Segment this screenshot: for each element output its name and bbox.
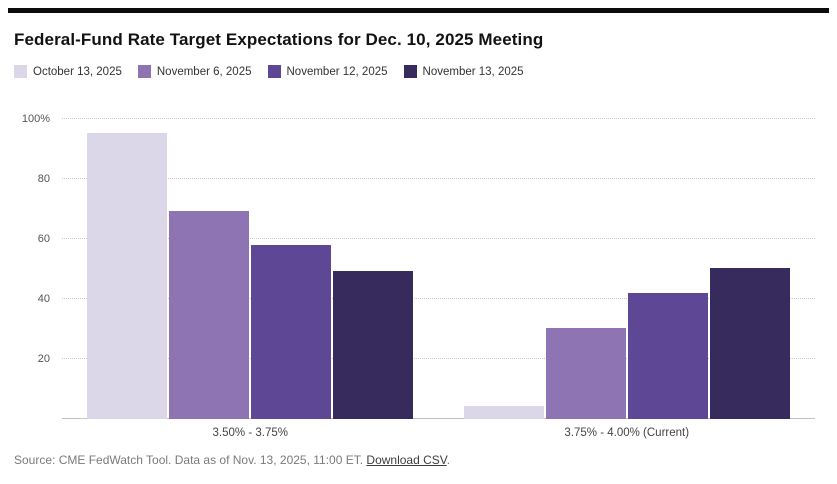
legend-swatch bbox=[267, 65, 281, 78]
legend: October 13, 2025 November 6, 2025 November… bbox=[14, 65, 829, 78]
x-axis-labels: 3.50% - 3.75% 3.75% - 4.00% (Current) bbox=[62, 427, 815, 439]
legend-item[interactable]: November 12, 2025 bbox=[267, 65, 388, 78]
bar[interactable] bbox=[87, 132, 168, 419]
legend-label: November 6, 2025 bbox=[156, 65, 252, 78]
y-tick-label: 40 bbox=[37, 293, 50, 305]
y-axis: 20 40 60 80 100% bbox=[14, 113, 56, 419]
bar[interactable] bbox=[463, 405, 544, 419]
gridline bbox=[62, 358, 815, 359]
download-csv-link[interactable]: Download CSV bbox=[366, 453, 447, 467]
source-text: Source: CME FedWatch Tool. Data as of No… bbox=[14, 453, 367, 467]
gridline bbox=[62, 178, 815, 179]
bar-group bbox=[62, 119, 439, 419]
legend-item[interactable]: October 13, 2025 bbox=[14, 65, 122, 78]
bars bbox=[62, 119, 815, 419]
chart: 20 40 60 80 100% bbox=[14, 113, 815, 419]
legend-item[interactable]: November 6, 2025 bbox=[137, 65, 252, 78]
page: Federal-Fund Rate Target Expectations fo… bbox=[8, 8, 829, 467]
y-tick-label: 60 bbox=[37, 233, 50, 245]
y-tick-label: 100% bbox=[21, 113, 50, 125]
bar-group bbox=[439, 119, 816, 419]
bar[interactable] bbox=[709, 267, 790, 419]
bar[interactable] bbox=[169, 210, 250, 419]
bar[interactable] bbox=[333, 270, 414, 419]
gridline bbox=[62, 118, 815, 119]
y-tick-label: 80 bbox=[37, 173, 50, 185]
top-divider bbox=[8, 8, 829, 13]
x-category-label: 3.75% - 4.00% (Current) bbox=[564, 427, 690, 439]
bar[interactable] bbox=[251, 245, 332, 419]
gridline bbox=[62, 298, 815, 299]
legend-swatch bbox=[14, 65, 27, 78]
legend-swatch bbox=[137, 65, 151, 78]
y-tick-label: 20 bbox=[37, 353, 50, 365]
gridline bbox=[62, 238, 815, 239]
bar[interactable] bbox=[545, 327, 626, 419]
chart-title: Federal-Fund Rate Target Expectations fo… bbox=[14, 30, 544, 49]
legend-label: October 13, 2025 bbox=[33, 65, 122, 78]
x-category-label: 3.50% - 3.75% bbox=[212, 427, 288, 439]
source-line: Source: CME FedWatch Tool. Data as of No… bbox=[14, 453, 829, 467]
legend-label: November 13, 2025 bbox=[422, 65, 524, 78]
legend-item[interactable]: November 13, 2025 bbox=[403, 65, 524, 78]
source-suffix: . bbox=[446, 453, 451, 467]
legend-label: November 12, 2025 bbox=[286, 65, 388, 78]
bar[interactable] bbox=[627, 293, 708, 419]
legend-swatch bbox=[403, 65, 417, 78]
x-axis-line bbox=[62, 418, 815, 419]
plot-area bbox=[62, 118, 815, 419]
